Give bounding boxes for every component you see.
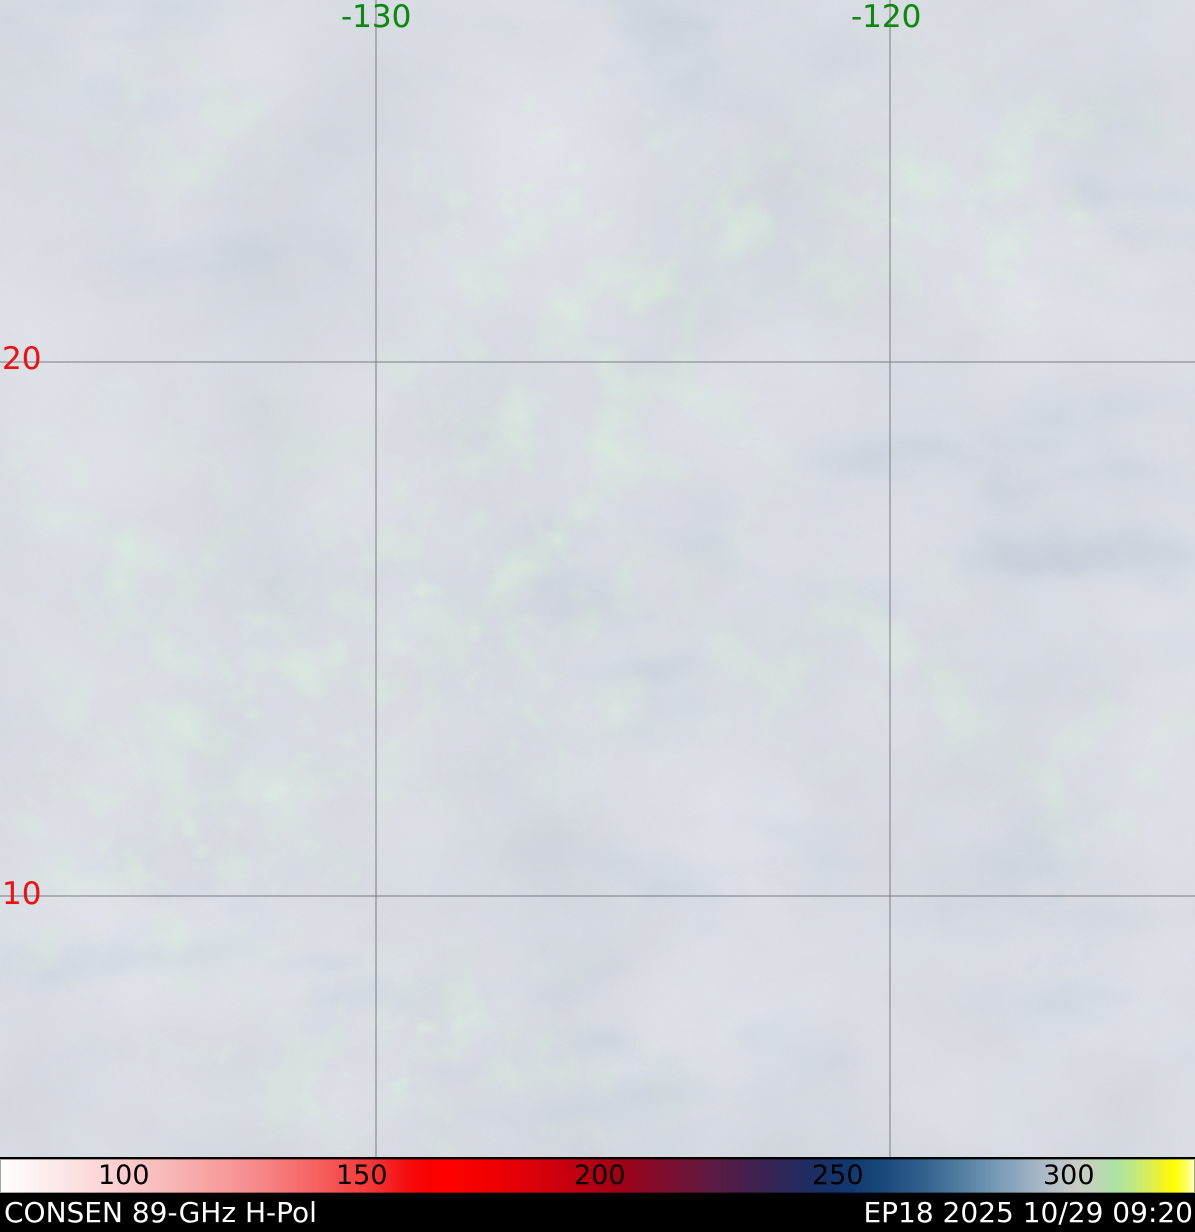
colorbar-tick-250: 250 xyxy=(812,1160,864,1191)
timestamp-label: EP18 2025 10/29 09:20 xyxy=(863,1196,1193,1229)
gridline-lat-20 xyxy=(0,361,1195,363)
lon-label-minus-130: -130 xyxy=(341,0,412,35)
product-title: CONSEN 89-GHz H-Pol xyxy=(4,1196,317,1229)
brightness-temperature-raster xyxy=(0,0,1195,1157)
lat-label-10: 10 xyxy=(2,876,42,912)
map-graticule xyxy=(0,0,1195,1157)
gridline-lon-120 xyxy=(889,0,891,1157)
lat-label-20: 20 xyxy=(2,341,42,377)
colorbar-tick-200: 200 xyxy=(574,1160,626,1191)
colorbar-tick-300: 300 xyxy=(1043,1160,1095,1191)
gridline-lon-130 xyxy=(375,0,377,1157)
colorbar-tick-100: 100 xyxy=(98,1160,150,1191)
colorbar-area: 100 150 200 250 300 xyxy=(0,1157,1195,1195)
temperature-colorbar[interactable] xyxy=(0,1159,1195,1193)
satellite-image-panel[interactable]: -130 -120 20 10 xyxy=(0,0,1195,1157)
gridline-lat-10 xyxy=(0,895,1195,897)
footer-bar: CONSEN 89-GHz H-Pol EP18 2025 10/29 09:2… xyxy=(0,1195,1195,1232)
lon-label-minus-120: -120 xyxy=(851,0,922,35)
colorbar-tick-150: 150 xyxy=(336,1160,388,1191)
